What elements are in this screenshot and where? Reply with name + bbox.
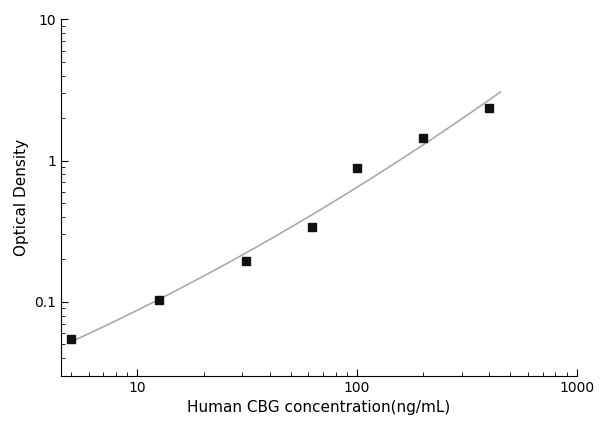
- X-axis label: Human CBG concentration(ng/mL): Human CBG concentration(ng/mL): [187, 400, 451, 415]
- Y-axis label: Optical Density: Optical Density: [14, 139, 29, 256]
